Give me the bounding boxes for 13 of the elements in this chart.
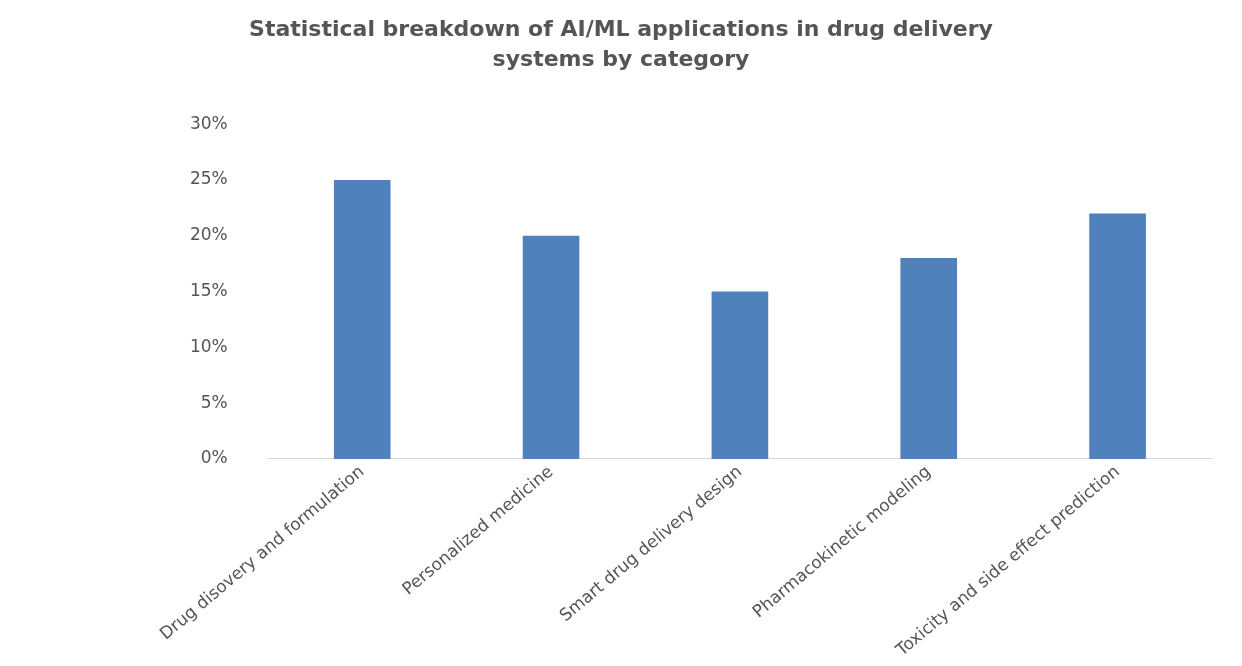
y-tick-label: 30% xyxy=(189,112,228,133)
y-tick-label: 20% xyxy=(189,224,228,245)
bar xyxy=(522,235,580,459)
y-tick-label: 5% xyxy=(200,391,228,412)
y-tick-label: 0% xyxy=(200,447,228,468)
y-tick-label: 10% xyxy=(189,335,228,356)
y-tick-label: 25% xyxy=(189,168,228,189)
bar xyxy=(333,180,391,459)
y-tick-label: 15% xyxy=(189,280,228,301)
bar xyxy=(711,291,769,459)
bar xyxy=(1089,213,1146,459)
bar xyxy=(900,258,958,459)
chart-title: Statistical breakdown of AI/ML applications in drug delivery systems by category xyxy=(248,15,994,73)
